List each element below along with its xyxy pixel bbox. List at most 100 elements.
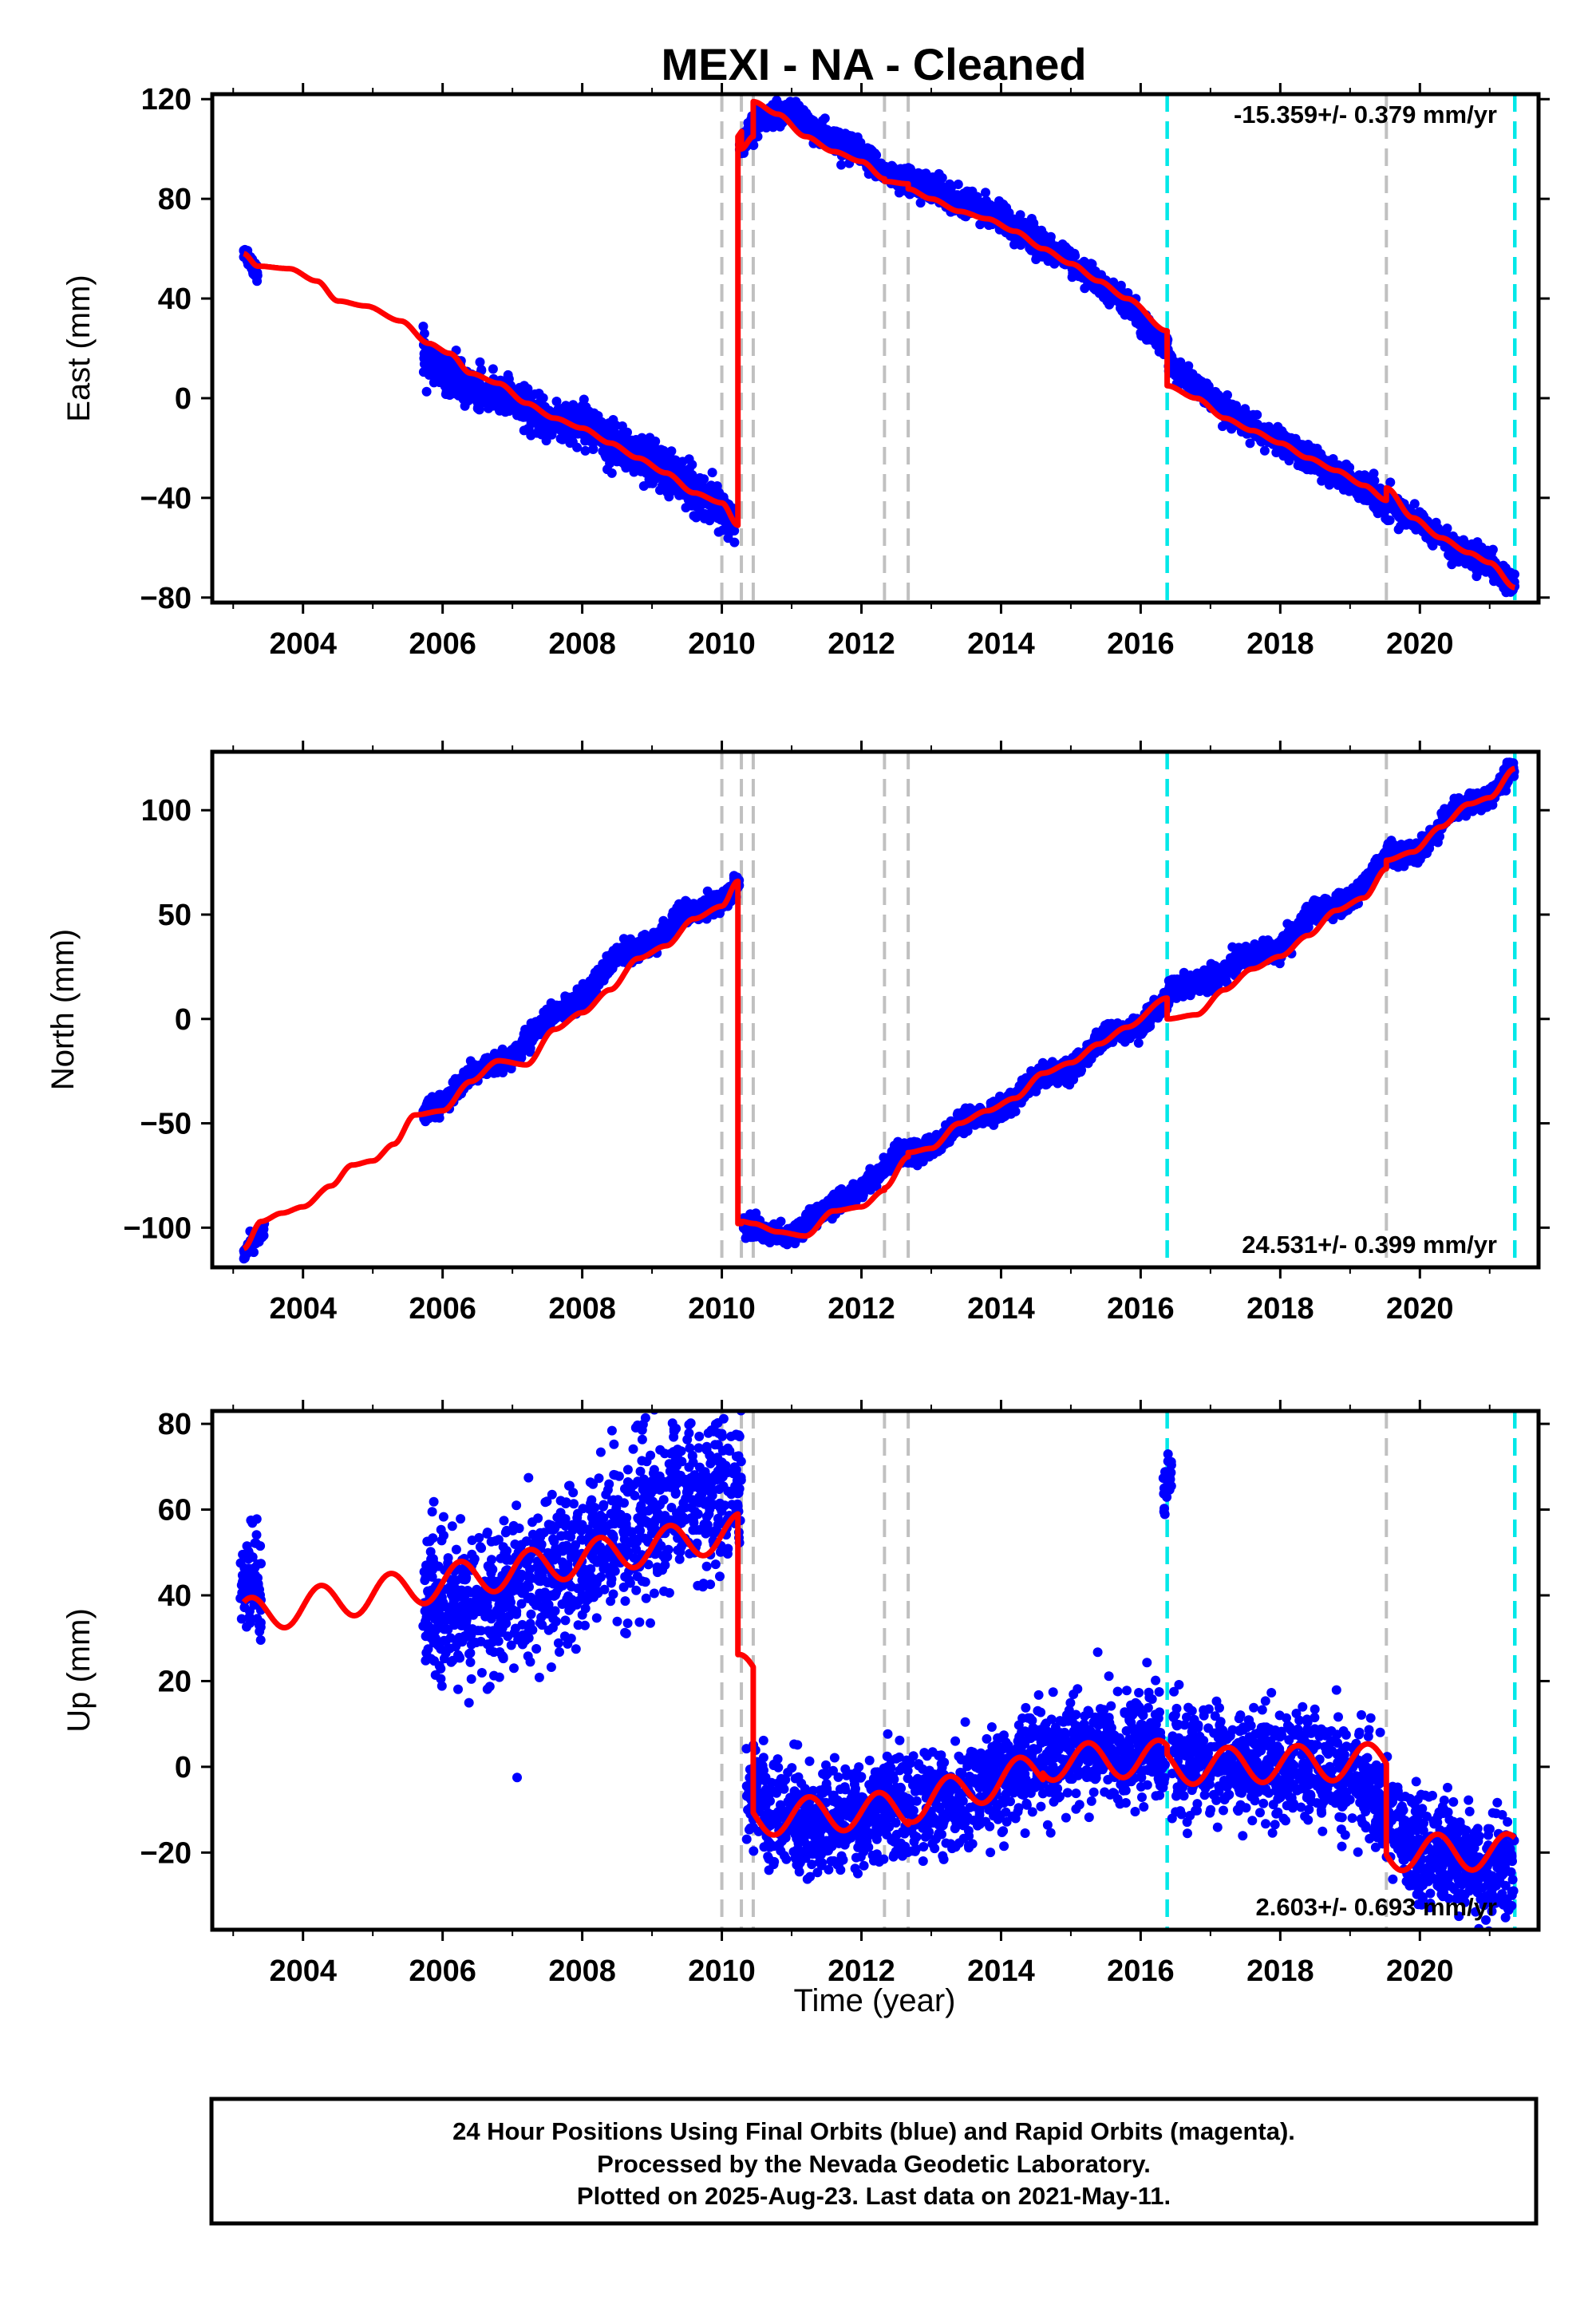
observation-point xyxy=(981,188,990,198)
observation-point xyxy=(719,516,729,527)
observation-point xyxy=(504,373,514,384)
y-tick-label: −40 xyxy=(140,482,192,516)
y-tick-label: 40 xyxy=(158,283,192,316)
observation-point xyxy=(1026,245,1037,255)
rate-label: -15.359+/- 0.379 mm/yr xyxy=(1234,101,1497,128)
observation-point xyxy=(931,184,942,194)
observation-point xyxy=(526,409,536,419)
observation-point xyxy=(566,427,575,437)
observation-point xyxy=(558,434,568,445)
observation-point xyxy=(541,436,551,446)
y-tick-label: −80 xyxy=(140,582,192,615)
east-panel: 2004 2006 2008 2010 2012 2014 2016 2018 2020−80−… xyxy=(61,83,1550,661)
observation-point xyxy=(915,180,925,190)
observation-point xyxy=(595,423,606,433)
observation-point xyxy=(252,276,263,287)
observation-point xyxy=(566,996,575,1006)
observation-point xyxy=(1450,555,1460,566)
observation-point xyxy=(820,113,830,124)
plot-frame xyxy=(210,92,1541,605)
observation-point xyxy=(421,386,432,397)
observation-point xyxy=(637,437,646,448)
observation-point xyxy=(1476,542,1487,552)
observation-point xyxy=(537,415,547,425)
observation-point xyxy=(1098,292,1108,302)
observation-point xyxy=(1042,232,1053,243)
observation-point xyxy=(440,361,450,371)
observation-point xyxy=(822,124,832,135)
observation-point xyxy=(475,357,485,367)
observation-point xyxy=(572,442,583,453)
observation-point xyxy=(705,516,715,526)
observation-point xyxy=(706,484,717,495)
observation-point xyxy=(1365,494,1375,504)
observation-point xyxy=(820,132,831,142)
observation-point xyxy=(432,373,441,383)
observation-point xyxy=(718,492,729,502)
observation-point xyxy=(1131,318,1141,328)
observation-point xyxy=(1345,462,1355,472)
observation-point xyxy=(570,406,580,417)
observation-point xyxy=(606,447,617,457)
observation-point xyxy=(765,117,776,128)
observation-point xyxy=(689,511,699,521)
north-panel: 2004 2006 2008 2010 2012 2014 2016 2018 2020−100… xyxy=(45,741,1550,1326)
observation-point xyxy=(611,421,622,431)
observation-point xyxy=(1369,501,1379,512)
observation-point xyxy=(1167,357,1178,367)
model-line xyxy=(243,98,1516,591)
observation-point xyxy=(664,458,674,468)
observation-point xyxy=(638,931,648,941)
x-tick-label: 2006 xyxy=(409,627,476,661)
observation-point xyxy=(673,907,683,917)
observation-point xyxy=(665,451,675,460)
observation-point xyxy=(1136,330,1147,341)
plot-area xyxy=(239,752,1519,1267)
observation-point xyxy=(418,322,429,331)
observation-point xyxy=(538,393,548,403)
observation-point xyxy=(585,983,595,994)
observation-point xyxy=(449,362,460,373)
observation-point xyxy=(1375,483,1385,493)
observation-point xyxy=(946,181,956,192)
observation-point xyxy=(1026,214,1037,223)
observation-point xyxy=(523,424,534,434)
observation-point xyxy=(847,131,857,141)
observation-point xyxy=(456,382,466,393)
observation-point xyxy=(248,269,259,279)
observation-point xyxy=(1031,255,1041,264)
observation-point xyxy=(1148,336,1159,346)
x-tick-label: 2018 xyxy=(1246,627,1314,661)
observation-point xyxy=(257,1227,267,1237)
observation-point xyxy=(588,444,598,454)
observation-point xyxy=(460,401,470,411)
observation-point xyxy=(858,147,868,157)
observation-point xyxy=(644,446,654,456)
observation-point xyxy=(1383,516,1393,526)
observation-point xyxy=(809,123,820,133)
observation-point xyxy=(957,195,967,204)
observation-point xyxy=(638,481,649,491)
observation-point xyxy=(1477,562,1487,572)
observation-point xyxy=(1417,509,1428,520)
observation-point xyxy=(644,474,654,484)
observation-point xyxy=(1187,373,1198,382)
observation-point xyxy=(560,405,571,416)
observation-point xyxy=(702,886,713,896)
observation-point xyxy=(714,505,725,516)
observation-point xyxy=(1245,438,1255,449)
observation-point xyxy=(1188,386,1199,397)
plot-area xyxy=(239,94,1520,603)
observation-point xyxy=(1033,233,1043,243)
observation-point xyxy=(992,202,1001,212)
observation-point xyxy=(1300,462,1310,472)
observation-point xyxy=(1312,444,1322,453)
observation-point xyxy=(1235,412,1246,422)
observation-point xyxy=(904,173,915,184)
observation-point xyxy=(707,468,717,478)
observation-point xyxy=(1218,421,1227,432)
x-tick-label: 2012 xyxy=(828,627,895,661)
observation-point xyxy=(940,192,950,203)
observation-point xyxy=(1385,477,1396,488)
observation-point xyxy=(1276,445,1286,455)
